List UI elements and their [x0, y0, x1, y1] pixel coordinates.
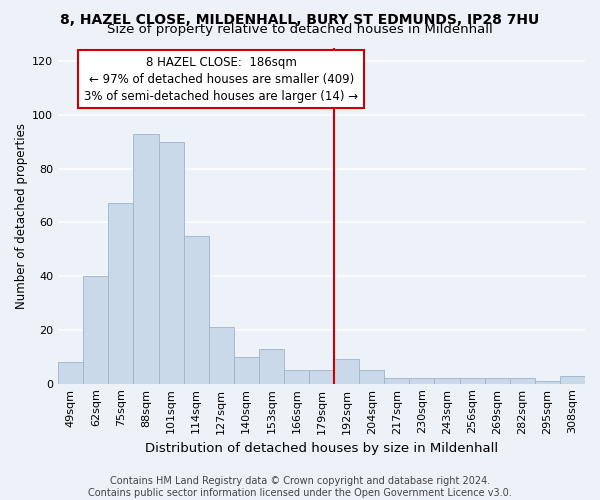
Bar: [384, 378, 409, 384]
Bar: [409, 378, 434, 384]
Text: 8 HAZEL CLOSE:  186sqm
← 97% of detached houses are smaller (409)
3% of semi-det: 8 HAZEL CLOSE: 186sqm ← 97% of detached …: [84, 56, 358, 102]
Bar: [535, 381, 560, 384]
Bar: [359, 370, 384, 384]
X-axis label: Distribution of detached houses by size in Mildenhall: Distribution of detached houses by size …: [145, 442, 498, 455]
Bar: [158, 142, 184, 384]
Bar: [133, 134, 158, 384]
Bar: [460, 378, 485, 384]
Text: 8, HAZEL CLOSE, MILDENHALL, BURY ST EDMUNDS, IP28 7HU: 8, HAZEL CLOSE, MILDENHALL, BURY ST EDMU…: [61, 12, 539, 26]
Bar: [209, 327, 234, 384]
Bar: [510, 378, 535, 384]
Bar: [184, 236, 209, 384]
Bar: [284, 370, 309, 384]
Text: Contains HM Land Registry data © Crown copyright and database right 2024.
Contai: Contains HM Land Registry data © Crown c…: [88, 476, 512, 498]
Bar: [309, 370, 334, 384]
Bar: [485, 378, 510, 384]
Bar: [234, 357, 259, 384]
Bar: [560, 376, 585, 384]
Bar: [83, 276, 109, 384]
Bar: [259, 348, 284, 384]
Bar: [334, 360, 359, 384]
Y-axis label: Number of detached properties: Number of detached properties: [15, 122, 28, 308]
Bar: [109, 204, 133, 384]
Text: Size of property relative to detached houses in Mildenhall: Size of property relative to detached ho…: [107, 22, 493, 36]
Bar: [58, 362, 83, 384]
Bar: [434, 378, 460, 384]
